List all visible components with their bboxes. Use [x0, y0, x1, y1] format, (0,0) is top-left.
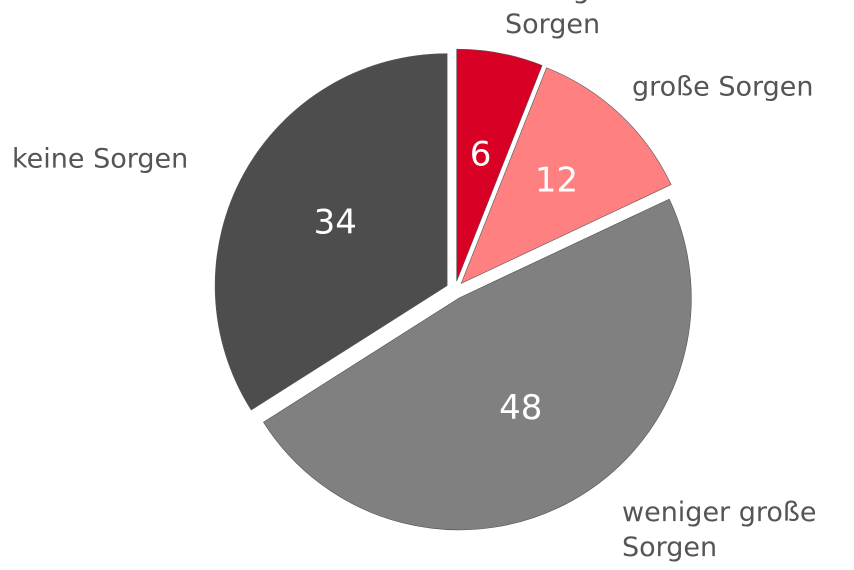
category-label-line: Sorgen: [622, 532, 717, 563]
category-label: keine Sorgen: [12, 144, 188, 175]
value-label: 34: [314, 203, 357, 243]
category-label-line: weniger große: [622, 497, 817, 528]
value-label: 6: [470, 134, 492, 174]
pie-slice: [263, 198, 692, 531]
value-label: 48: [499, 388, 542, 428]
category-label: große Sorgen: [632, 72, 814, 103]
category-label: weniger große Sorgen: [622, 497, 817, 563]
value-label: 12: [535, 160, 578, 200]
category-label: sehr große Sorgen: [505, 0, 650, 40]
category-label-line: sehr große: [505, 0, 650, 5]
pie-slice: [460, 67, 672, 285]
pie-slice: [456, 48, 543, 282]
category-label-line: Sorgen: [505, 9, 600, 40]
pie-slice: [214, 53, 448, 411]
